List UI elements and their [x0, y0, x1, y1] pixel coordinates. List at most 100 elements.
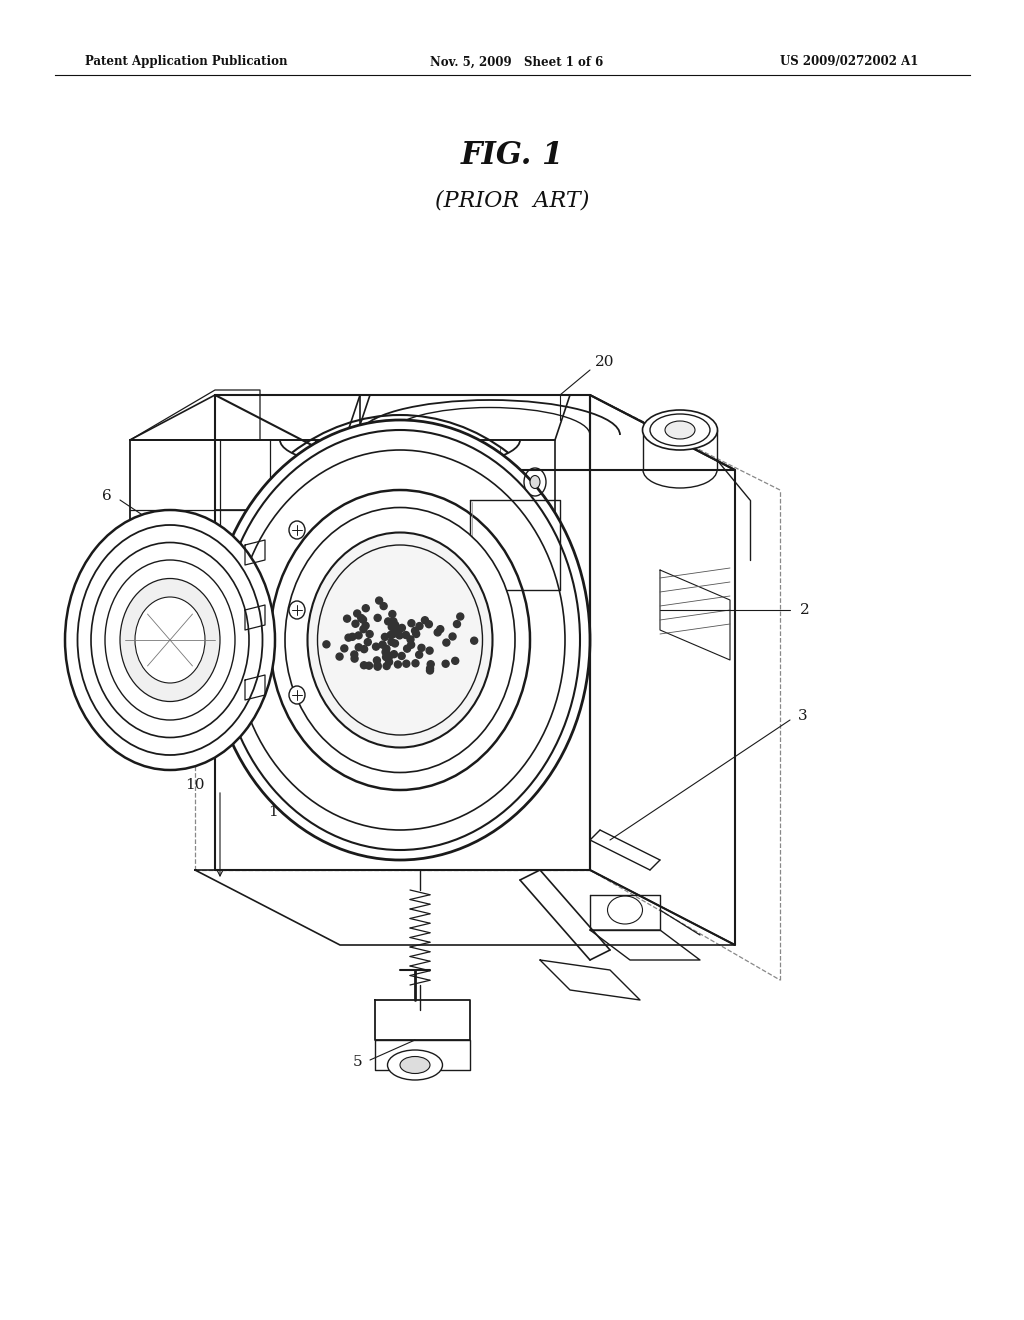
- Circle shape: [352, 620, 359, 627]
- Circle shape: [355, 632, 362, 639]
- Ellipse shape: [105, 560, 234, 719]
- Circle shape: [394, 661, 401, 668]
- Circle shape: [398, 652, 406, 660]
- Circle shape: [442, 660, 450, 668]
- Circle shape: [434, 628, 441, 636]
- Ellipse shape: [642, 411, 718, 450]
- Circle shape: [396, 632, 403, 639]
- Circle shape: [452, 657, 459, 664]
- Ellipse shape: [220, 430, 580, 850]
- Circle shape: [402, 631, 410, 639]
- Circle shape: [398, 624, 406, 631]
- Text: 10: 10: [185, 777, 205, 792]
- Circle shape: [388, 639, 395, 645]
- Circle shape: [362, 605, 370, 611]
- Circle shape: [408, 619, 415, 627]
- Circle shape: [391, 640, 398, 647]
- Circle shape: [450, 634, 456, 640]
- Circle shape: [426, 647, 433, 655]
- Ellipse shape: [135, 597, 205, 682]
- Circle shape: [454, 620, 461, 627]
- Circle shape: [355, 644, 362, 651]
- Circle shape: [351, 655, 358, 663]
- Circle shape: [379, 642, 386, 648]
- Ellipse shape: [400, 1056, 430, 1073]
- Circle shape: [394, 627, 401, 635]
- Circle shape: [385, 653, 392, 660]
- Circle shape: [383, 663, 390, 669]
- Circle shape: [380, 603, 387, 610]
- Circle shape: [390, 651, 397, 657]
- Circle shape: [367, 631, 373, 638]
- Text: FIG. 1: FIG. 1: [461, 140, 563, 170]
- Circle shape: [374, 661, 381, 669]
- Circle shape: [412, 627, 419, 635]
- Circle shape: [383, 645, 390, 652]
- Ellipse shape: [78, 525, 262, 755]
- Circle shape: [437, 626, 443, 632]
- Circle shape: [425, 620, 432, 628]
- Circle shape: [365, 639, 372, 645]
- Circle shape: [422, 616, 428, 624]
- Circle shape: [360, 661, 368, 669]
- Ellipse shape: [285, 507, 515, 772]
- Text: 20: 20: [595, 355, 614, 370]
- Circle shape: [345, 634, 352, 642]
- Ellipse shape: [91, 543, 249, 738]
- Ellipse shape: [270, 490, 530, 789]
- Circle shape: [357, 615, 365, 622]
- Circle shape: [366, 663, 373, 669]
- Circle shape: [353, 610, 360, 616]
- Circle shape: [413, 631, 420, 638]
- Circle shape: [376, 597, 383, 605]
- Text: 5: 5: [352, 1055, 362, 1069]
- Circle shape: [442, 639, 450, 645]
- Circle shape: [344, 615, 350, 622]
- Circle shape: [385, 618, 391, 624]
- Circle shape: [349, 634, 356, 640]
- Circle shape: [360, 645, 368, 652]
- Text: 6: 6: [102, 488, 112, 503]
- Ellipse shape: [289, 521, 305, 539]
- Circle shape: [407, 636, 414, 643]
- Circle shape: [373, 643, 380, 651]
- Circle shape: [390, 631, 397, 638]
- Ellipse shape: [120, 578, 220, 701]
- Ellipse shape: [307, 532, 493, 747]
- Circle shape: [381, 634, 388, 640]
- Ellipse shape: [387, 1049, 442, 1080]
- Circle shape: [383, 653, 389, 660]
- Circle shape: [374, 614, 381, 622]
- Circle shape: [386, 659, 392, 665]
- Circle shape: [471, 638, 477, 644]
- Text: Patent Application Publication: Patent Application Publication: [85, 55, 288, 69]
- Circle shape: [374, 663, 381, 671]
- Circle shape: [403, 645, 411, 652]
- Circle shape: [457, 612, 464, 620]
- Text: 1: 1: [268, 805, 278, 818]
- Text: US 2009/0272002 A1: US 2009/0272002 A1: [780, 55, 919, 69]
- Circle shape: [390, 618, 397, 624]
- Ellipse shape: [530, 475, 540, 488]
- Ellipse shape: [289, 601, 305, 619]
- Ellipse shape: [210, 420, 590, 861]
- Circle shape: [362, 622, 369, 630]
- Circle shape: [360, 626, 367, 632]
- Circle shape: [418, 644, 425, 651]
- Text: 3: 3: [798, 709, 808, 723]
- Circle shape: [416, 623, 423, 630]
- Circle shape: [341, 645, 348, 652]
- Ellipse shape: [65, 510, 275, 770]
- Circle shape: [402, 660, 410, 667]
- Circle shape: [351, 651, 357, 657]
- Circle shape: [382, 648, 389, 656]
- Text: (PRIOR  ART): (PRIOR ART): [435, 189, 589, 211]
- Ellipse shape: [289, 686, 305, 704]
- Ellipse shape: [317, 545, 482, 735]
- Circle shape: [389, 611, 396, 618]
- Circle shape: [384, 652, 391, 659]
- Circle shape: [412, 660, 419, 667]
- Circle shape: [416, 651, 423, 659]
- Ellipse shape: [665, 421, 695, 440]
- Circle shape: [359, 616, 367, 623]
